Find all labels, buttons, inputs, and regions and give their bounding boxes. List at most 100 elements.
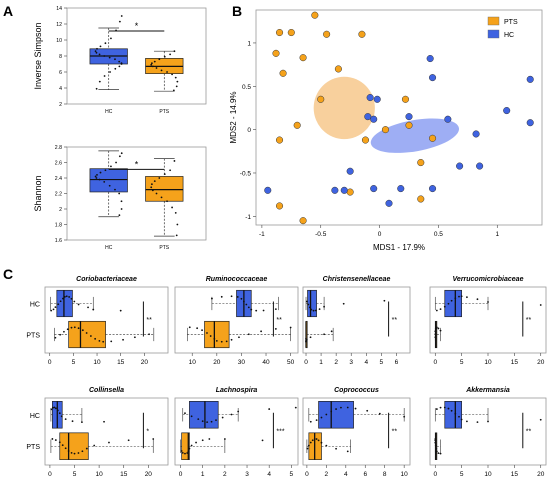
significance-marker: ***	[276, 428, 284, 435]
data-point-HC	[330, 410, 333, 413]
data-point-HC	[197, 418, 200, 421]
legend-swatch-HC	[487, 29, 500, 39]
data-point-PTS	[323, 30, 331, 38]
legend-label-PTS: PTS	[504, 19, 518, 26]
y-tick-label-A2: 2.6	[55, 161, 62, 167]
data-point-PTS	[127, 439, 130, 442]
plot-frame-C1	[44, 286, 169, 354]
data-point-PTS	[176, 223, 179, 226]
data-point-HC	[104, 169, 107, 172]
data-point-HC	[335, 408, 337, 410]
data-point-PTS	[173, 160, 176, 162]
data-point-PTS	[346, 450, 349, 453]
data-point-PTS	[279, 69, 287, 77]
x-tick-label-C7: 6	[363, 471, 367, 478]
data-point-PTS	[89, 335, 92, 337]
data-point-PTS	[215, 339, 218, 342]
x-tick-label-C2: 20	[213, 359, 221, 366]
data-point-PTS	[201, 439, 204, 442]
data-point-HC	[59, 300, 62, 303]
data-point-PTS	[401, 95, 410, 103]
data-point-PTS	[289, 326, 292, 329]
data-point-PTS	[437, 452, 440, 454]
data-point-HC	[331, 186, 339, 194]
data-point-HC	[458, 415, 460, 418]
category-label-PTS: PTS	[26, 444, 40, 451]
data-point-HC	[262, 309, 265, 312]
data-point-PTS	[238, 336, 240, 339]
y-tick-label-A1: 8	[59, 54, 62, 60]
data-point-PTS	[150, 62, 153, 65]
x-tick-label-C6: 5	[290, 471, 294, 478]
data-point-HC	[221, 416, 224, 419]
data-point-PTS	[67, 450, 70, 452]
x-tick-label-C7: 0	[305, 471, 309, 478]
box-PTS	[204, 320, 230, 349]
data-point-HC	[92, 308, 95, 311]
facet-title: Christensenellaceae	[323, 276, 391, 283]
data-point-HC	[247, 306, 250, 309]
data-point-PTS	[160, 196, 163, 199]
data-point-HC	[236, 296, 239, 298]
data-point-PTS	[439, 329, 442, 332]
data-point-PTS	[73, 452, 76, 455]
x-tick-label-C2: 30	[238, 359, 246, 366]
x-tick-label-C4: 20	[537, 359, 545, 366]
significance-marker: **	[526, 317, 532, 324]
data-point-PTS	[435, 326, 438, 329]
data-point-HC	[460, 418, 463, 421]
data-point-PTS	[98, 339, 101, 342]
x-tick-label-C2: 50	[287, 359, 295, 366]
y-tick-label-B: -1	[245, 214, 251, 221]
data-point-HC	[264, 186, 272, 194]
data-point-HC	[96, 47, 98, 50]
data-point-PTS	[247, 333, 250, 336]
data-point-HC	[104, 42, 107, 45]
data-point-HC	[70, 297, 73, 300]
data-point-HC	[94, 50, 97, 53]
data-point-PTS	[51, 438, 54, 440]
y-tick-label-A2: 1.8	[55, 223, 62, 229]
data-point-PTS	[335, 447, 337, 450]
data-point-HC	[444, 115, 452, 123]
category-label-HC: HC	[105, 109, 113, 115]
x-tick-label-C7: 2	[325, 471, 329, 478]
data-point-HC	[60, 415, 63, 418]
data-point-HC	[342, 302, 345, 305]
category-label-PTS: PTS	[159, 109, 169, 115]
data-point-PTS	[133, 336, 136, 339]
significance-marker: *	[146, 428, 149, 435]
data-point-PTS	[306, 447, 309, 450]
data-point-PTS	[275, 28, 284, 37]
confidence-ellipse-HC	[370, 118, 460, 153]
data-point-PTS	[93, 444, 96, 447]
x-tick-label-C3: 3	[349, 359, 353, 366]
panel-label-a: A	[3, 3, 13, 19]
data-point-PTS	[223, 438, 226, 440]
data-point-HC	[305, 300, 308, 303]
y-tick-label-A2: 2.4	[55, 176, 62, 182]
data-point-PTS	[81, 329, 84, 332]
data-point-HC	[385, 199, 393, 207]
y-tick-label-A1: 4	[59, 86, 62, 92]
data-point-PTS	[325, 444, 328, 447]
data-point-PTS	[299, 54, 307, 62]
data-point-HC	[120, 208, 123, 210]
data-point-PTS	[417, 159, 425, 167]
y-tick-label-B: -0.5	[240, 170, 252, 177]
x-tick-label-C5: 5	[73, 471, 77, 478]
data-point-HC	[57, 303, 60, 306]
x-tick-label-C2: 10	[189, 359, 197, 366]
data-point-PTS	[309, 441, 312, 444]
x-tick-label-C8: 0	[433, 471, 437, 478]
x-tick-label-C5: 0	[48, 471, 52, 478]
data-point-PTS	[435, 447, 438, 450]
x-tick-label-B: 0.5	[434, 231, 443, 238]
x-tick-label-C1: 5	[72, 359, 76, 366]
data-point-PTS	[169, 169, 172, 172]
data-point-PTS	[195, 441, 197, 444]
box-HC	[318, 401, 354, 429]
data-point-HC	[62, 297, 64, 300]
data-point-HC	[539, 418, 542, 421]
facet-title: Ruminococcaceae	[206, 276, 268, 283]
